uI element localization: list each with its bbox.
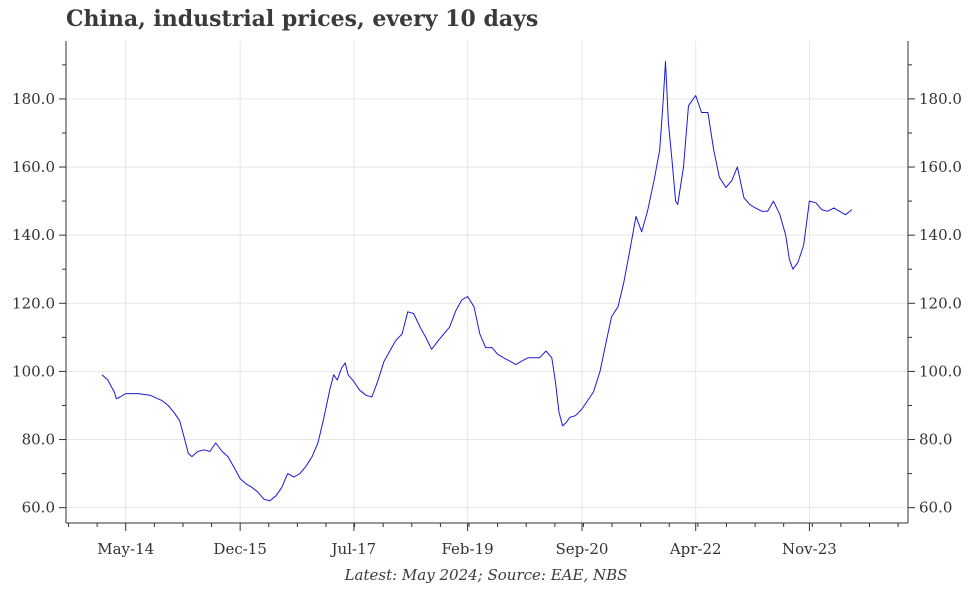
y-tick-label-right: 140.0 (919, 226, 962, 244)
y-tick-label-left: 140.0 (12, 226, 55, 244)
y-tick-label-left: 80.0 (22, 431, 55, 449)
x-tick-label: Apr-22 (669, 540, 722, 558)
y-tick-label-right: 60.0 (919, 499, 952, 517)
y-tick-label-left: 160.0 (12, 158, 55, 176)
x-tick-label: Dec-15 (213, 540, 266, 558)
source-caption: Latest: May 2024; Source: EAE, NBS (344, 566, 628, 584)
x-tick-label: Feb-19 (441, 540, 493, 558)
series-layer (101, 60, 853, 502)
gridlines (66, 41, 908, 523)
y-tick-label-left: 180.0 (12, 90, 55, 108)
y-tick-label-right: 80.0 (919, 431, 952, 449)
y-tick-label-right: 160.0 (919, 158, 962, 176)
series-line (101, 60, 853, 502)
y-tick-label-right: 180.0 (919, 90, 962, 108)
chart-title: China, industrial prices, every 10 days (66, 6, 539, 32)
y-tick-label-left: 60.0 (22, 499, 55, 517)
y-tick-label-left: 100.0 (12, 362, 55, 380)
x-tick-label: Nov-23 (782, 540, 837, 558)
line-chart: 60.0 60.0 80.0 80.0 100.0 100.0 120.0 120.0 140.… (12, 41, 962, 558)
y-tick-label-right: 100.0 (919, 362, 962, 380)
x-tick-label: Jul-17 (330, 540, 377, 558)
y-tick-label-right: 120.0 (919, 294, 962, 312)
y-tick-label-left: 120.0 (12, 294, 55, 312)
x-tick-label: May-14 (97, 540, 154, 558)
axes: 60.0 60.0 80.0 80.0 100.0 100.0 120.0 120.0 140.… (12, 41, 962, 558)
x-tick-label: Sep-20 (556, 540, 609, 558)
